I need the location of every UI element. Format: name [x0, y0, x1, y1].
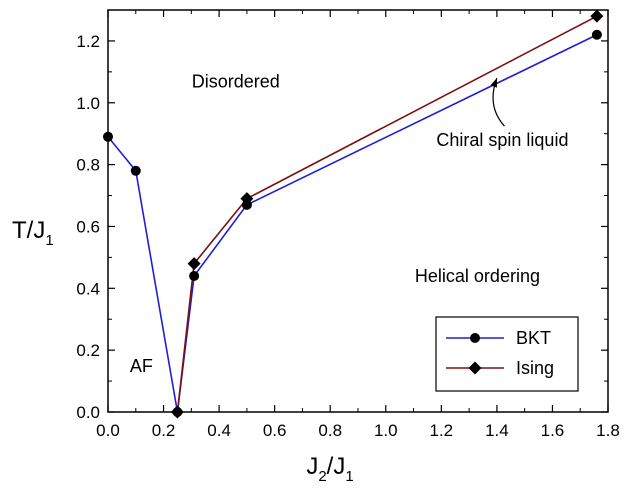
- x-axis-label: J2/J1: [306, 453, 353, 485]
- ising-series-line: [176, 15, 598, 413]
- y-tick-label: 0.0: [76, 403, 100, 422]
- x-tick-label: 0.2: [152, 421, 176, 440]
- tick-labels: 0.0 0.2 0.4 0.6 0.8 1.0 1.2 1.4 1.6 1.8 0.0 0.2 0.4 0…: [76, 32, 619, 440]
- x-tick-label: 1.4: [485, 421, 509, 440]
- y-axis-label-sub: 1: [45, 232, 53, 249]
- y-axis-label-main: T/J: [12, 217, 45, 244]
- x-axis-label-main: J: [306, 453, 318, 480]
- y-tick-label: 0.4: [76, 279, 100, 298]
- x-tick-label: 1.6: [541, 421, 565, 440]
- y-tick-label: 0.8: [76, 156, 100, 175]
- series-lines: [107, 15, 598, 413]
- x-axis-label-sub1: 2: [318, 468, 326, 485]
- y-tick-label: 1.2: [76, 32, 100, 51]
- x-axis-label-sub2: 1: [345, 468, 353, 485]
- bkt-data-point: [130, 165, 141, 176]
- annotations: Disordered Helical ordering AF Chiral spin …: [130, 71, 569, 375]
- ising-data-point: [240, 192, 254, 206]
- y-tick-label: 1.0: [76, 94, 100, 113]
- y-axis-label: T/J1: [12, 217, 54, 249]
- x-tick-label: 0.6: [263, 421, 287, 440]
- bkt-data-point: [189, 270, 200, 281]
- series-markers: [103, 9, 604, 419]
- legend-label-bkt: BKT: [516, 328, 551, 348]
- x-axis-label-sep: /J: [327, 453, 346, 480]
- annotation-disordered: Disordered: [192, 71, 280, 91]
- bkt-data-point: [591, 29, 602, 40]
- y-tick-label: 0.2: [76, 341, 100, 360]
- y-tick-label: 0.6: [76, 217, 100, 236]
- legend: BKT Ising: [435, 316, 579, 392]
- plot-frame: [107, 9, 609, 413]
- legend-marker-bkt: [470, 333, 480, 343]
- annotation-chiral-spin-liquid: Chiral spin liquid: [436, 130, 568, 150]
- legend-marker-ising: [468, 361, 482, 375]
- x-tick-label: 1.0: [374, 421, 398, 440]
- x-tick-label: 1.2: [430, 421, 454, 440]
- x-tick-label: 0.4: [207, 421, 231, 440]
- legend-label-ising: Ising: [516, 358, 554, 378]
- ising-data-point: [187, 257, 201, 271]
- x-tick-label: 1.8: [596, 421, 620, 440]
- x-tick-label: 0.0: [96, 421, 120, 440]
- annotation-arrowhead: [490, 78, 498, 88]
- legend-box: [435, 316, 579, 392]
- x-tick-label: 0.8: [318, 421, 342, 440]
- ising-data-point: [590, 9, 604, 23]
- annotation-af: AF: [130, 356, 153, 376]
- annotation-helical-ordering: Helical ordering: [415, 266, 540, 286]
